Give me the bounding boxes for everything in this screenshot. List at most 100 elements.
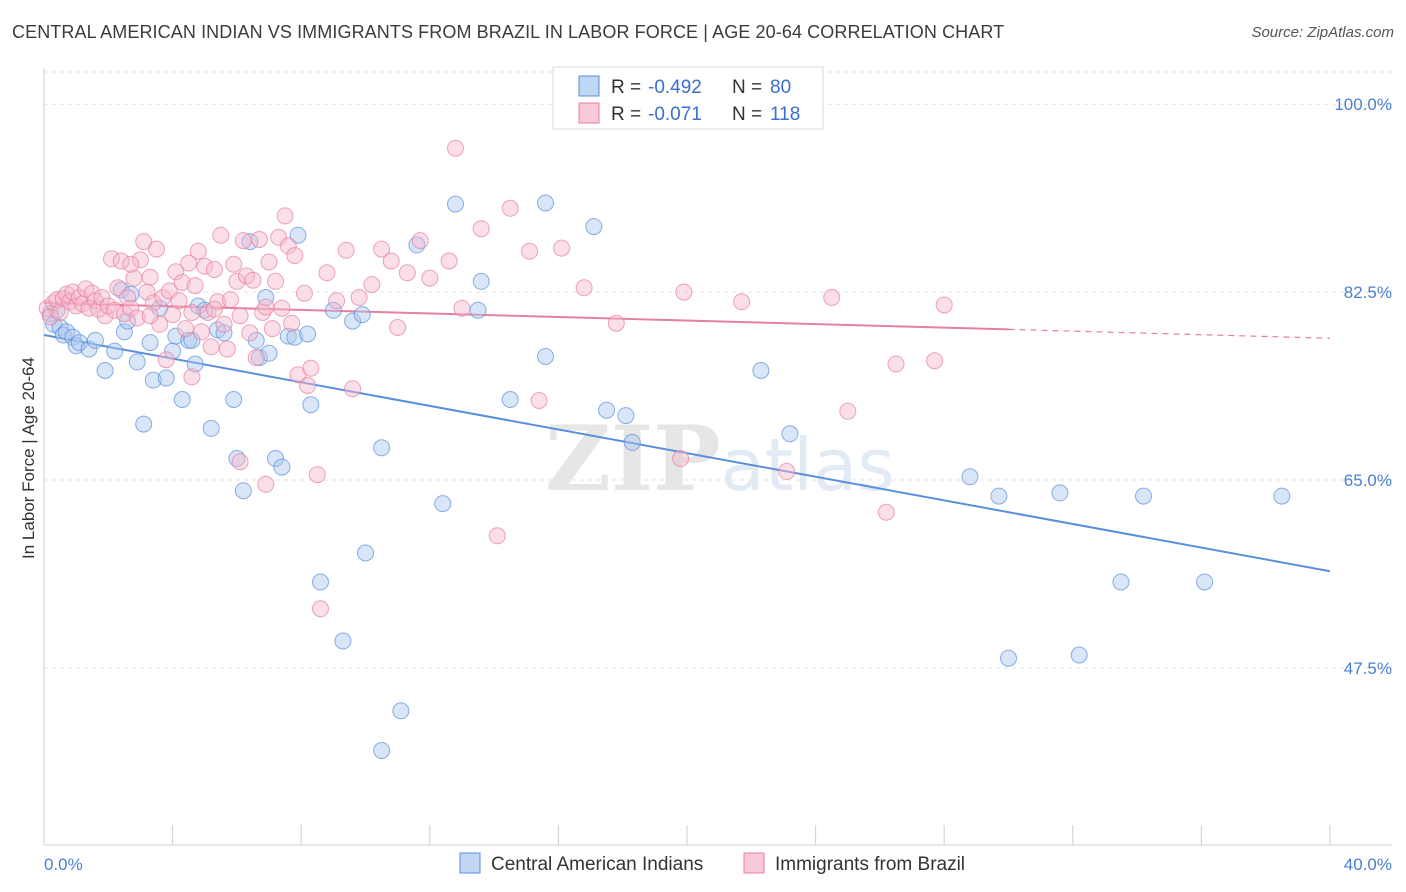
point-series-1-61 bbox=[234, 232, 252, 250]
legend-r-value-0: -0.492 bbox=[648, 77, 702, 98]
point-series-0-50 bbox=[324, 301, 342, 319]
point-series-1-105 bbox=[607, 314, 625, 332]
y-axis-label: In Labor Force | Age 20-64 bbox=[19, 357, 38, 559]
point-series-0-75 bbox=[1051, 484, 1069, 502]
y-tick-label-0: 47.5% bbox=[1344, 659, 1392, 678]
point-series-0-78 bbox=[1135, 487, 1152, 505]
chart-title: CENTRAL AMERICAN INDIAN VS IMMIGRANTS FR… bbox=[12, 22, 1005, 42]
point-series-1-79 bbox=[295, 284, 313, 302]
point-series-1-122 bbox=[257, 475, 275, 493]
axes bbox=[43, 68, 1392, 846]
point-series-0-64 bbox=[537, 194, 554, 212]
point-series-0-79 bbox=[1196, 573, 1214, 591]
point-series-1-56 bbox=[218, 340, 236, 358]
point-series-1-35 bbox=[151, 315, 169, 333]
point-series-0-54 bbox=[357, 544, 374, 562]
point-series-1-106 bbox=[672, 450, 690, 467]
point-series-1-1 bbox=[41, 308, 59, 326]
point-series-1-33 bbox=[144, 294, 162, 312]
point-series-0-60 bbox=[447, 195, 464, 213]
x-tick-labels: 0.0% 40.0% bbox=[44, 855, 1392, 874]
point-series-1-68 bbox=[257, 298, 275, 316]
point-series-1-74 bbox=[276, 207, 294, 225]
point-series-1-96 bbox=[447, 139, 464, 157]
series-legend-label-0: Central American Indians bbox=[491, 854, 703, 875]
point-series-1-65 bbox=[247, 349, 265, 367]
point-series-1-114 bbox=[926, 352, 944, 370]
point-series-0-9 bbox=[80, 340, 98, 358]
point-series-1-54 bbox=[212, 226, 230, 244]
point-series-1-17 bbox=[93, 289, 111, 306]
point-series-1-51 bbox=[202, 338, 220, 356]
point-series-0-14 bbox=[115, 323, 133, 341]
point-series-0-44 bbox=[279, 327, 297, 345]
point-series-1-100 bbox=[501, 199, 519, 217]
legend-n-label-1: N = bbox=[732, 104, 762, 125]
point-series-0-62 bbox=[472, 272, 490, 290]
point-series-0-47 bbox=[299, 325, 317, 343]
point-series-0-19 bbox=[141, 334, 159, 352]
point-series-1-84 bbox=[328, 292, 346, 310]
point-series-0-68 bbox=[617, 407, 635, 425]
point-series-1-81 bbox=[302, 359, 320, 377]
point-series-1-29 bbox=[131, 251, 149, 269]
point-series-1-57 bbox=[222, 291, 239, 309]
point-series-0-43 bbox=[273, 458, 291, 476]
point-series-1-70 bbox=[263, 320, 281, 338]
point-series-0-42 bbox=[267, 450, 284, 467]
point-series-1-72 bbox=[270, 228, 288, 246]
point-series-0-67 bbox=[598, 401, 616, 419]
point-series-1-58 bbox=[225, 255, 243, 273]
point-series-0-69 bbox=[623, 433, 641, 451]
point-series-1-60 bbox=[231, 307, 249, 325]
point-series-1-36 bbox=[154, 289, 172, 306]
point-series-0-35 bbox=[228, 450, 246, 467]
point-series-0-74 bbox=[1000, 649, 1017, 667]
point-series-0-49 bbox=[312, 573, 329, 591]
point-series-1-86 bbox=[344, 380, 362, 398]
point-series-0-52 bbox=[344, 312, 362, 330]
point-series-1-40 bbox=[167, 263, 185, 281]
point-series-0-53 bbox=[353, 306, 371, 324]
point-series-0-7 bbox=[67, 337, 85, 355]
point-series-0-66 bbox=[585, 218, 603, 236]
point-series-0-41 bbox=[260, 344, 278, 362]
point-series-1-98 bbox=[472, 220, 490, 238]
point-series-1-43 bbox=[177, 320, 194, 338]
point-series-1-37 bbox=[157, 351, 175, 369]
point-series-0-57 bbox=[373, 742, 391, 759]
trend-line-1 bbox=[43, 301, 1009, 331]
legend-series: Central American Indians Immigrants from … bbox=[459, 852, 965, 875]
point-series-1-115 bbox=[935, 296, 953, 314]
point-series-1-48 bbox=[193, 323, 210, 341]
point-series-1-41 bbox=[170, 292, 188, 310]
source-label: Source: ZipAtlas.com bbox=[1251, 24, 1394, 41]
point-series-1-32 bbox=[141, 268, 159, 286]
point-series-0-72 bbox=[961, 468, 979, 486]
legend-r-value-1: -0.071 bbox=[648, 104, 702, 125]
point-series-0-12 bbox=[106, 342, 124, 360]
point-series-1-18 bbox=[96, 307, 114, 325]
point-series-0-28 bbox=[186, 355, 204, 373]
legend-r-label-0: R = bbox=[611, 77, 641, 98]
point-series-1-90 bbox=[382, 252, 400, 270]
point-series-1-4 bbox=[51, 304, 69, 321]
point-series-1-120 bbox=[312, 600, 329, 618]
point-series-1-89 bbox=[373, 240, 391, 258]
point-series-1-104 bbox=[575, 279, 593, 297]
point-series-1-107 bbox=[675, 283, 693, 301]
point-series-1-52 bbox=[205, 261, 223, 278]
point-series-0-18 bbox=[135, 415, 153, 433]
point-series-1-39 bbox=[164, 306, 182, 324]
point-series-0-73 bbox=[990, 487, 1008, 505]
point-series-0-61 bbox=[469, 301, 487, 319]
point-series-0-22 bbox=[157, 369, 175, 387]
point-series-1-95 bbox=[440, 252, 458, 270]
point-series-0-51 bbox=[334, 632, 352, 650]
y-tick-labels: 47.5% 65.0% 82.5% 100.0% bbox=[1334, 95, 1392, 678]
point-series-1-91 bbox=[389, 319, 407, 336]
point-series-1-116 bbox=[122, 255, 140, 273]
point-series-1-92 bbox=[398, 264, 416, 282]
point-series-1-71 bbox=[267, 272, 284, 290]
